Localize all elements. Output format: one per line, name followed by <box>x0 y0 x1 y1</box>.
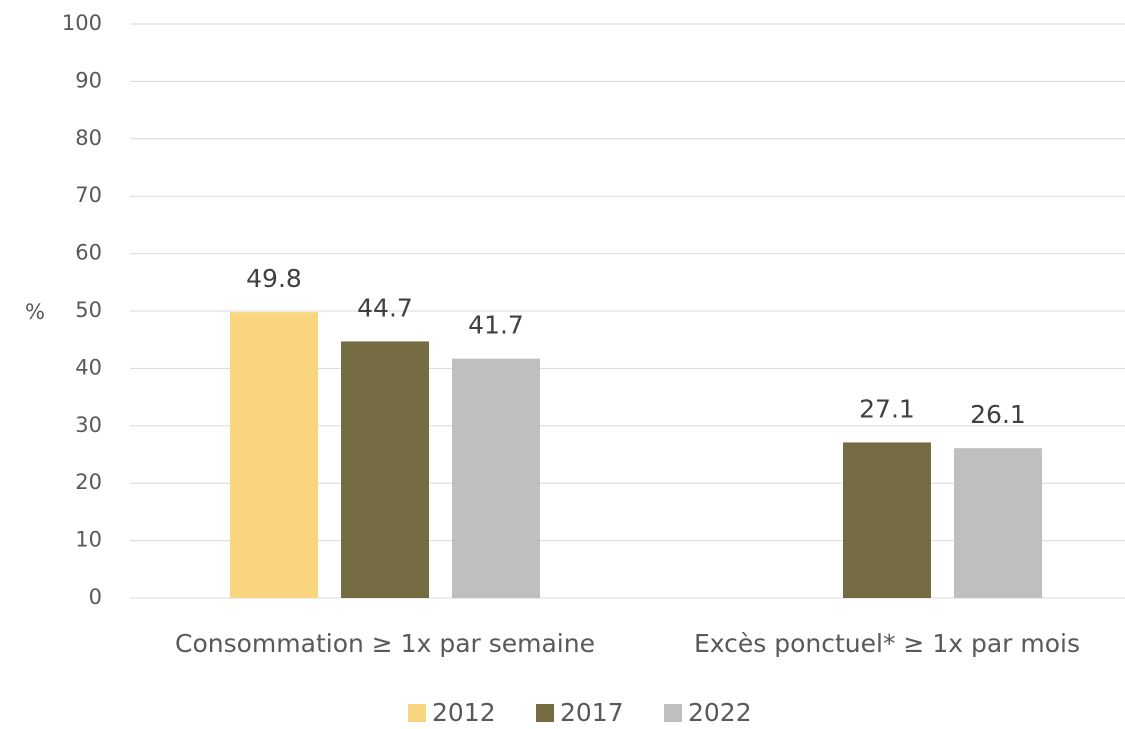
legend-swatch <box>664 704 682 722</box>
value-label: 44.7 <box>357 293 413 322</box>
legend-label: 2022 <box>688 698 752 727</box>
y-tick-label: 20 <box>75 470 102 494</box>
y-tick-label: 0 <box>89 585 102 609</box>
y-tick-label: 70 <box>75 183 102 207</box>
value-label: 49.8 <box>246 264 302 293</box>
value-label: 26.1 <box>970 400 1026 429</box>
bar <box>341 341 429 598</box>
value-label: 27.1 <box>859 394 915 423</box>
y-tick-label: 80 <box>75 126 102 150</box>
legend-label: 2017 <box>560 698 624 727</box>
x-tick-label: Excès ponctuel* ≥ 1x par mois <box>694 629 1080 658</box>
legend-label: 2012 <box>432 698 496 727</box>
bar <box>230 312 318 598</box>
bar <box>843 442 931 598</box>
bar <box>954 448 1042 598</box>
value-label: 41.7 <box>468 311 524 340</box>
y-tick-label: 50 <box>75 298 102 322</box>
y-tick-label: 100 <box>62 11 102 35</box>
y-tick-label: 10 <box>75 528 102 552</box>
legend-swatch <box>536 704 554 722</box>
y-tick-label: 60 <box>75 241 102 265</box>
y-tick-label: 90 <box>75 68 102 92</box>
y-axis-label: % <box>25 300 45 324</box>
bar <box>452 358 540 598</box>
y-tick-label: 30 <box>75 413 102 437</box>
legend-swatch <box>408 704 426 722</box>
x-tick-label: Consommation ≥ 1x par semaine <box>175 629 595 658</box>
y-tick-label: 40 <box>75 355 102 379</box>
